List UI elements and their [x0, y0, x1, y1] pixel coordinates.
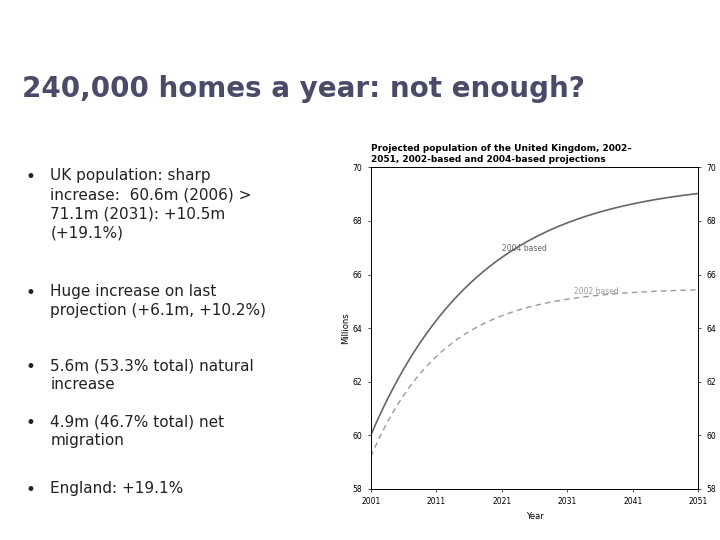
Text: 4.9m (46.7% total) net
migration: 4.9m (46.7% total) net migration — [50, 414, 225, 448]
Text: •: • — [25, 358, 35, 376]
Text: •: • — [25, 168, 35, 186]
Text: 240,000 homes a year: not enough?: 240,000 homes a year: not enough? — [22, 75, 585, 103]
Text: •: • — [25, 284, 35, 302]
Text: •: • — [25, 414, 35, 432]
Text: 2002 based: 2002 based — [574, 287, 618, 296]
Text: 2004 based: 2004 based — [502, 244, 546, 253]
Y-axis label: Millions: Millions — [341, 312, 350, 344]
Text: UK population: sharp
increase:  60.6m (2006) >
71.1m (2031): +10.5m
(+19.1%): UK population: sharp increase: 60.6m (20… — [50, 168, 252, 241]
Text: England: +19.1%: England: +19.1% — [50, 481, 184, 496]
Text: •: • — [25, 481, 35, 499]
Text: Projected population of the United Kingdom, 2002–
2051, 2002-based and 2004-base: Projected population of the United Kingd… — [371, 144, 631, 164]
Text: †UCL: †UCL — [635, 16, 702, 39]
Text: Huge increase on last
projection (+6.1m, +10.2%): Huge increase on last projection (+6.1m,… — [50, 284, 266, 318]
X-axis label: Year: Year — [526, 511, 544, 521]
Text: 5.6m (53.3% total) natural
increase: 5.6m (53.3% total) natural increase — [50, 358, 254, 393]
